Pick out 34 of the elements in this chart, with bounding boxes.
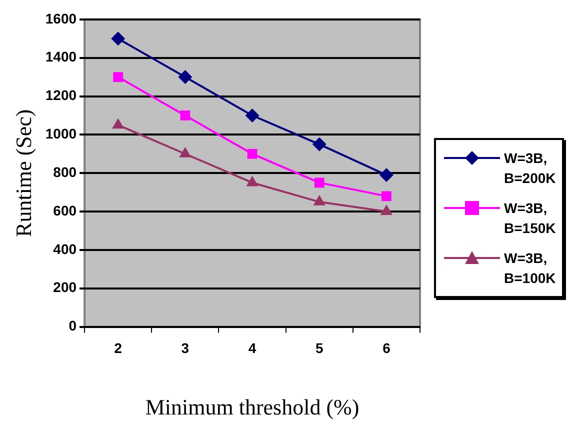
point: [179, 146, 192, 158]
point: [313, 194, 326, 206]
x-tick-label: 3: [181, 340, 190, 356]
y-tick-label: 0: [68, 318, 77, 334]
point: [180, 110, 190, 120]
point: [314, 178, 324, 188]
point: [112, 118, 124, 129]
point: [246, 176, 258, 186]
x-tick-label: 4: [248, 340, 256, 356]
point: [379, 168, 394, 182]
point: [380, 204, 393, 216]
y-tick-label: 1000: [45, 126, 77, 142]
y-tick-label: 200: [53, 279, 77, 296]
y-tick-label: 400: [53, 240, 77, 257]
legend-label: W=3B, B=150K: [504, 199, 556, 238]
point: [247, 148, 258, 159]
point: [312, 137, 326, 152]
y-tick-label: 800: [53, 164, 77, 180]
point: [245, 108, 260, 122]
x-tick-label: 6: [382, 340, 391, 356]
x-tick-label: 5: [315, 340, 324, 356]
point: [382, 191, 392, 202]
y-axis-title: Runtime (Sec): [10, 109, 36, 237]
point: [178, 70, 192, 84]
x-axis-title: Minimum threshold (%): [145, 394, 360, 420]
y-tick-label: 1400: [45, 48, 77, 65]
point: [111, 32, 126, 46]
legend-label: W=3B, B=100K: [504, 249, 556, 288]
y-tick-label: 600: [53, 202, 77, 218]
legend-label: W=3B, B=200K: [504, 149, 556, 188]
y-tick-label: 1600: [45, 10, 77, 26]
y-tick-label: 1200: [45, 87, 77, 104]
point: [113, 72, 124, 82]
x-tick-label: 2: [114, 340, 122, 356]
